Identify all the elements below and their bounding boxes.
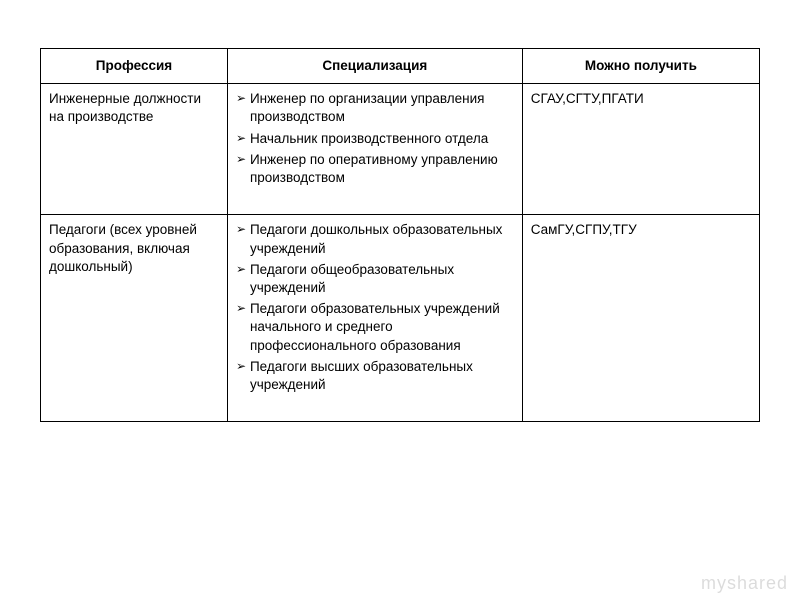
table-row: Инженерные должности на производстве Инж… bbox=[41, 84, 760, 215]
cell-specialization: Инженер по организации управления произв… bbox=[227, 84, 522, 215]
list-item: Инженер по оперативному управлению произ… bbox=[236, 151, 514, 187]
cell-specialization: Педагоги дошкольных образовательных учре… bbox=[227, 215, 522, 422]
specialization-list: Инженер по организации управления произв… bbox=[236, 90, 514, 187]
cell-profession: Инженерные должности на производстве bbox=[41, 84, 228, 215]
col-header-specialization: Специализация bbox=[227, 49, 522, 84]
list-item: Педагоги общеобразовательных учреждений bbox=[236, 261, 514, 297]
list-item: Инженер по организации управления произв… bbox=[236, 90, 514, 126]
list-item: Педагоги дошкольных образовательных учре… bbox=[236, 221, 514, 257]
col-header-profession: Профессия bbox=[41, 49, 228, 84]
watermark-text: myshared bbox=[701, 573, 788, 594]
list-item: Начальник производственного отдела bbox=[236, 130, 514, 148]
professions-table: Профессия Специализация Можно получить И… bbox=[40, 48, 760, 422]
specialization-list: Педагоги дошкольных образовательных учре… bbox=[236, 221, 514, 394]
cell-profession: Педагоги (всех уровней образования, вклю… bbox=[41, 215, 228, 422]
col-header-where: Можно получить bbox=[522, 49, 759, 84]
cell-where: СГАУ,СГТУ,ПГАТИ bbox=[522, 84, 759, 215]
cell-where: СамГУ,СГПУ,ТГУ bbox=[522, 215, 759, 422]
list-item: Педагоги высших образовательных учрежден… bbox=[236, 358, 514, 394]
table-header-row: Профессия Специализация Можно получить bbox=[41, 49, 760, 84]
list-item: Педагоги образовательных учреждений нача… bbox=[236, 300, 514, 355]
table-row: Педагоги (всех уровней образования, вклю… bbox=[41, 215, 760, 422]
